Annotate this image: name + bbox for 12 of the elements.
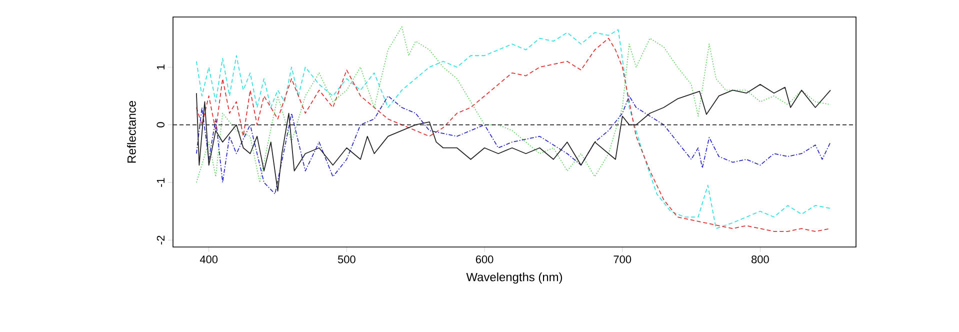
- y-tick-label: -2: [156, 236, 164, 244]
- x-tick-label: 600: [476, 256, 494, 264]
- y-tick-label: -1: [156, 178, 164, 187]
- y-axis-title: Reflectance: [127, 100, 136, 163]
- y-tick-label: 0: [156, 122, 164, 128]
- x-tick-label: 500: [338, 256, 356, 264]
- x-axis-title: Wavelengths (nm): [466, 272, 562, 284]
- x-tick-label: 400: [200, 256, 218, 264]
- x-tick-label: 800: [752, 256, 769, 264]
- y-tick-label: 1: [156, 64, 164, 70]
- x-tick-label: 700: [614, 256, 632, 264]
- line-series: [196, 26, 831, 183]
